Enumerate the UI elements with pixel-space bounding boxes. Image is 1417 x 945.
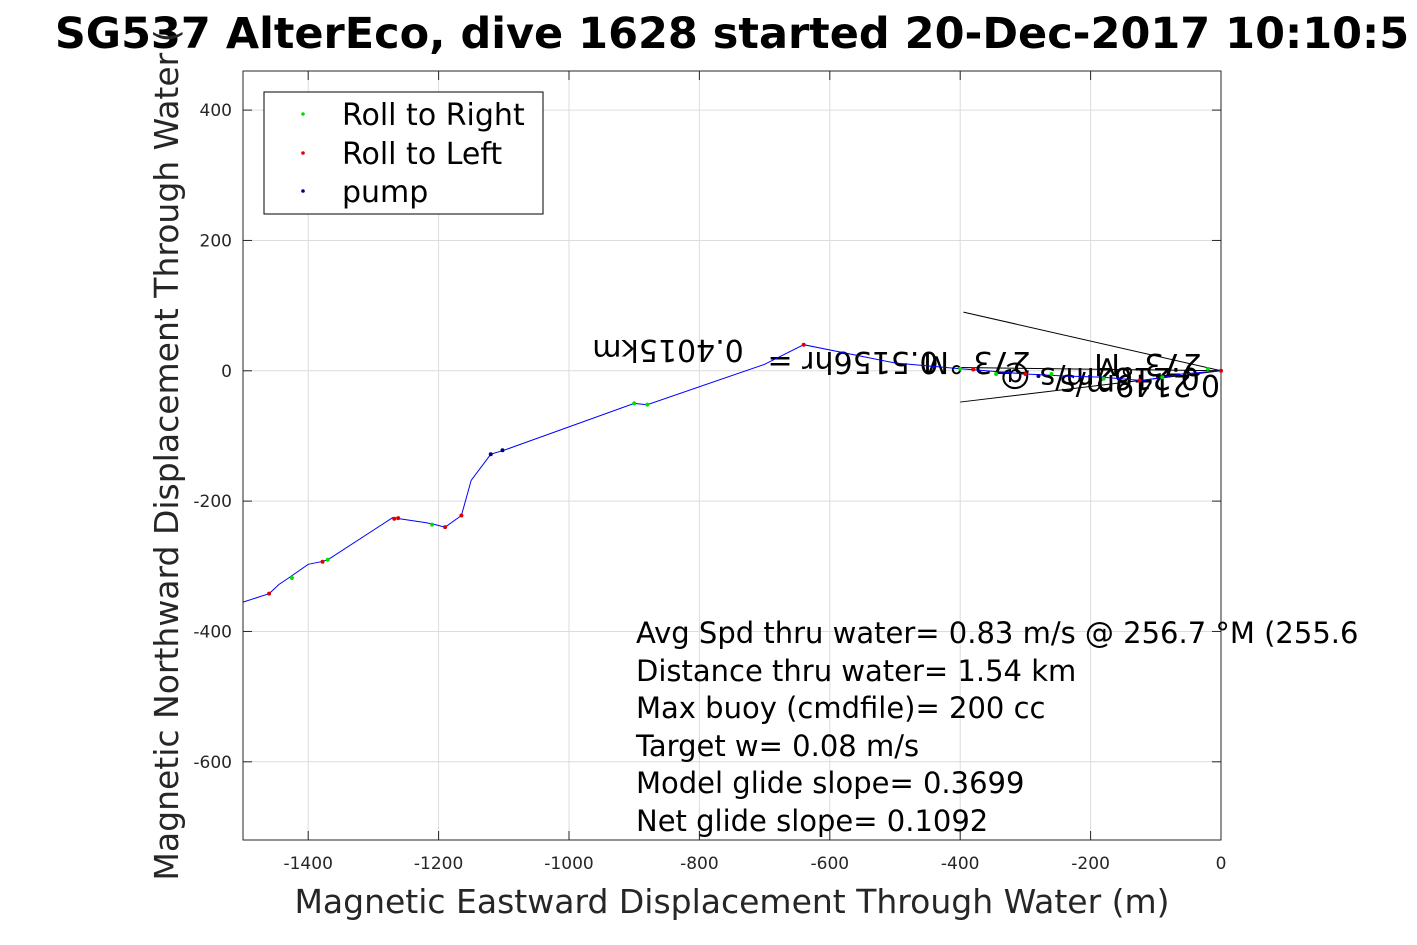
axes-frame: [242, 70, 1222, 841]
roll-right-point: [645, 402, 650, 407]
stat-target-w: Target w= 0.08 m/s: [635, 729, 919, 763]
roll-left-point: [801, 342, 806, 347]
heading-wedge: [960, 311, 1222, 403]
legend-box: [263, 91, 544, 215]
x-tick-label: 0: [1216, 854, 1227, 874]
roll-right-point: [958, 366, 963, 371]
roll-left-point: [443, 525, 448, 530]
pump-point: [1036, 373, 1041, 378]
x-tick-label: -1200: [414, 854, 463, 874]
annotation-label: 0.2149m/s: [1060, 367, 1220, 402]
x-tick-label: -1000: [544, 854, 593, 874]
roll-left-point: [320, 559, 325, 564]
ticks: -1400 -1200 -1000 -800 -600 -400 -200 0 -600 -400…: [193, 71, 1226, 874]
x-tick-label: -800: [680, 854, 719, 874]
y-tick-label: 200: [200, 231, 232, 251]
roll-right-point: [1049, 372, 1054, 377]
roll-right-point: [1160, 375, 1165, 380]
y-tick-label: 400: [200, 101, 232, 121]
y-tick-label: 0: [221, 362, 232, 382]
roll-left-point: [1023, 372, 1028, 377]
roll-right-point: [430, 522, 435, 527]
roll-left-point: [459, 513, 464, 518]
stats-block: Avg Spd thru water= 0.83 m/s @ 256.7 °M …: [635, 616, 1358, 838]
roll-right-point: [289, 576, 294, 581]
y-tick-label: -400: [193, 622, 232, 642]
chart-title: SG537 AlterEco, dive 1628 started 20-Dec…: [55, 9, 1409, 59]
x-tick-label: -400: [941, 854, 980, 874]
annotation-label: 0.4015km: [592, 332, 744, 367]
stat-net-glide-slope: Net glide slope= 0.1092: [636, 804, 988, 838]
stat-model-glide-slope: Model glide slope= 0.3699: [636, 766, 1024, 800]
x-tick-label: -600: [811, 854, 850, 874]
roll-right-point: [994, 372, 999, 377]
x-tick-label: -1400: [283, 854, 332, 874]
legend-marker-roll-left: [301, 151, 305, 155]
legend-label-pump: pump: [342, 175, 428, 210]
roll-left-point: [1219, 368, 1223, 373]
heading-line-upper: [963, 311, 1222, 372]
legend-label-roll-left: Roll to Left: [342, 137, 502, 172]
x-axis-label: Magnetic Eastward Displacement Through W…: [294, 882, 1169, 921]
legend: Roll to Right Roll to Left pump: [263, 91, 544, 215]
roll-right-point: [1101, 376, 1106, 381]
pump-point: [500, 448, 505, 453]
roll-left-point: [392, 516, 397, 521]
annotation-label: 0.5156hr =: [768, 344, 939, 379]
x-tick-label: -200: [1071, 854, 1110, 874]
roll-left-point: [396, 516, 401, 521]
series: [242, 342, 1223, 603]
roll-right-point: [1205, 366, 1210, 371]
legend-marker-pump: [301, 189, 305, 193]
stat-avg-speed: Avg Spd thru water= 0.83 m/s @ 256.7 °M …: [636, 616, 1358, 650]
y-axis-label: Magnetic Northward Displacement Through …: [147, 29, 186, 880]
stat-distance: Distance thru water= 1.54 km: [636, 654, 1076, 688]
roll-right-point: [325, 557, 330, 562]
stat-max-buoy: Max buoy (cmdfile)= 200 cc: [636, 691, 1045, 725]
roll-left-point: [267, 591, 272, 596]
legend-label-roll-right: Roll to Right: [342, 98, 525, 133]
roll-left-point: [971, 367, 976, 372]
y-tick-label: -600: [193, 753, 232, 773]
roll-right-point: [632, 401, 637, 406]
annotation-label: 273 °M: [1094, 346, 1202, 381]
roll-left-point: [1137, 378, 1142, 383]
pump-point: [488, 452, 493, 457]
y-tick-label: -200: [193, 492, 232, 512]
axes-box: [242, 70, 1222, 841]
heading-line-mid: [960, 367, 1222, 372]
heading-line-lower: [960, 370, 1222, 403]
legend-marker-roll-right: [301, 112, 305, 116]
